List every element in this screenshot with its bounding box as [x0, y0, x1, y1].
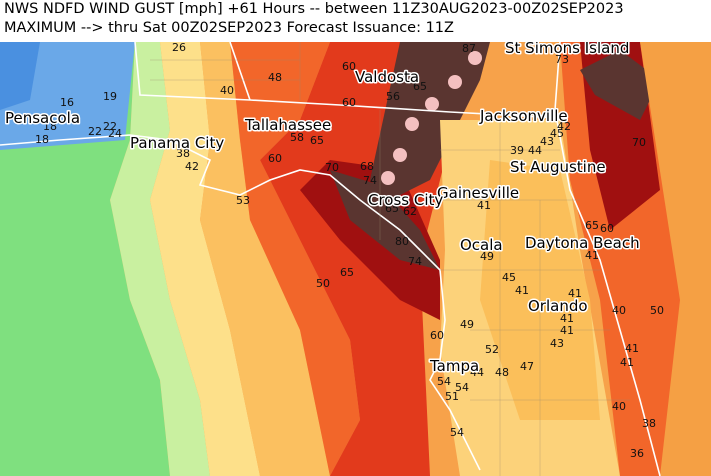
gust-label: 41 [585, 249, 599, 262]
low-gust-area [0, 42, 170, 476]
gust-label: 70 [632, 136, 646, 149]
gust-label: 54 [450, 426, 464, 439]
gust-label: 41 [620, 356, 634, 369]
gust-label: 65 [585, 219, 599, 232]
gust-label: 48 [268, 71, 282, 84]
city-label: Cross City [368, 191, 443, 209]
gust-label: 60 [268, 152, 282, 165]
city-label: Gainesville [437, 184, 519, 202]
gust-label: 41 [477, 199, 491, 212]
gust-label: 74 [408, 255, 422, 268]
high-gust-area [230, 42, 360, 476]
gust-label: 41 [625, 342, 639, 355]
gust-label: 56 [386, 90, 400, 103]
gust-label: 45 [550, 127, 564, 140]
state-border [134, 41, 561, 119]
gust-label: 80 [395, 235, 409, 248]
gust-label: 41 [568, 287, 582, 300]
city-label: Pensacola [5, 109, 80, 127]
gust-label: 36 [630, 447, 644, 460]
gust-label: 16 [60, 96, 74, 109]
city-label: St Augustine [510, 158, 606, 176]
header-line: NWS NDFD WIND GUST [mph] +61 Hours -- be… [4, 1, 624, 17]
city-label: Tampa [429, 357, 479, 375]
coastline [0, 134, 481, 471]
gust-label: 62 [403, 205, 417, 218]
gust-label: 58 [290, 131, 304, 144]
gust-label: 52 [485, 343, 499, 356]
gust-label: 48 [495, 366, 509, 379]
lowest-gust-area [0, 42, 40, 110]
city-label: Valdosta [355, 68, 419, 86]
gust-label: 68 [360, 160, 374, 173]
gust-label: 54 [455, 381, 469, 394]
city-label: Tallahassee [244, 116, 331, 134]
city-label: Orlando [528, 297, 588, 315]
extreme-gust-area [300, 160, 440, 320]
city-label: Panama City [130, 134, 224, 152]
eye-markers [381, 51, 482, 185]
header: NWS NDFD WIND GUST [mph] +61 Hours -- be… [0, 0, 711, 42]
gust-label: 26 [172, 41, 186, 54]
gust-label: 50 [650, 304, 664, 317]
moderate-gust-area [200, 42, 330, 476]
gust-label: 18 [35, 133, 49, 146]
gust-label: 74 [363, 174, 377, 187]
gust-label: 54 [437, 375, 451, 388]
gust-label: 43 [550, 337, 564, 350]
gust-label: 19 [103, 90, 117, 103]
gust-label: 22 [88, 125, 102, 138]
gust-label: 40 [612, 304, 626, 317]
gust-label: 44 [528, 144, 542, 157]
gust-label: 42 [185, 160, 199, 173]
city-label: St Simons Island [505, 39, 629, 57]
gust-label: 18 [43, 120, 57, 133]
gust-label: 40 [612, 400, 626, 413]
gust-label: 39 [510, 144, 524, 157]
gust-label: 24 [108, 127, 122, 140]
extreme-gust-core [330, 170, 440, 270]
city-label: Daytona Beach [525, 234, 640, 252]
state-border [229, 41, 251, 101]
gust-label: 41 [515, 284, 529, 297]
offshore-moderate-area [640, 42, 711, 476]
gust-label: 51 [445, 390, 459, 403]
gust-label: 41 [560, 324, 574, 337]
light-gust-area [110, 42, 210, 476]
gust-label: 43 [540, 135, 554, 148]
gust-label: 41 [560, 312, 574, 325]
gust-label: 53 [236, 194, 250, 207]
city-label: Jacksonville [479, 107, 568, 125]
moderate-gust-area [150, 42, 260, 476]
gust-label: 65 [385, 202, 399, 215]
city-label: Ocala [460, 236, 503, 254]
gust-label: 45 [502, 271, 516, 284]
gust-label: 47 [520, 360, 534, 373]
gust-label: 87 [462, 42, 476, 55]
gust-label: 22 [103, 120, 117, 133]
gust-label: 65 [413, 80, 427, 93]
gust-label: 40 [220, 84, 234, 97]
gust-label: 73 [555, 53, 569, 66]
header-line: MAXIMUM --> thru Sat 00Z02SEP2023 Foreca… [4, 20, 454, 36]
gust-label: 60 [600, 222, 614, 235]
gust-label: 70 [325, 161, 339, 174]
gust-label: 50 [316, 277, 330, 290]
gust-label: 44 [470, 366, 484, 379]
county-lines [150, 42, 630, 476]
offshore-core [580, 50, 660, 120]
gust-label: 42 [557, 120, 571, 133]
gust-label: 60 [430, 329, 444, 342]
gust-label: 49 [460, 318, 474, 331]
gust-label: 38 [642, 417, 656, 430]
gust-label: 49 [480, 250, 494, 263]
gust-label: 60 [342, 60, 356, 73]
gust-label: 65 [340, 266, 354, 279]
gust-label: 38 [176, 147, 190, 160]
coastline [554, 41, 661, 476]
gust-label: 60 [342, 96, 356, 109]
gust-label: 65 [310, 134, 324, 147]
